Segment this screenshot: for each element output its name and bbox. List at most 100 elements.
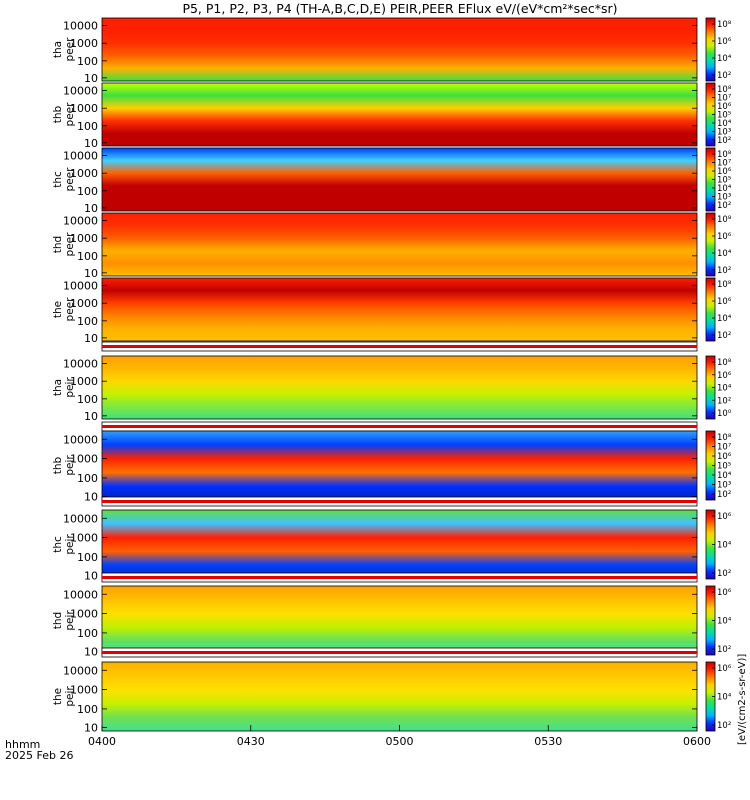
x-axis-label-date: 2025 Feb 26 bbox=[5, 749, 73, 762]
flag-bar-stripe bbox=[102, 500, 697, 503]
colorbar-tick-label: 10⁷ bbox=[717, 443, 732, 453]
figure-title: P5, P1, P2, P3, P4 (TH-A,B,C,D,E) PEIR,P… bbox=[182, 1, 617, 16]
spectrogram-image bbox=[102, 356, 697, 419]
colorbar-tick-label: 10⁴ bbox=[717, 384, 732, 394]
y-tick-label: 100 bbox=[77, 393, 98, 406]
panel-quantity-label: peir bbox=[64, 377, 76, 398]
y-tick-label: 10 bbox=[84, 267, 98, 280]
y-tick-label: 1000 bbox=[70, 375, 98, 388]
flag-bar-stripe bbox=[102, 345, 697, 348]
colorbar-tick-label: 10⁵ bbox=[717, 176, 731, 186]
panel-quantity-label: peir bbox=[64, 534, 76, 555]
spectrogram-image bbox=[102, 148, 697, 211]
x-tick-label: 0530 bbox=[534, 735, 562, 748]
x-tick-label: 0600 bbox=[683, 735, 711, 748]
flag-bar-stripe bbox=[102, 425, 697, 428]
y-tick-label: 1000 bbox=[70, 167, 98, 180]
colorbar-tick-label: 10³ bbox=[717, 128, 731, 138]
colorbar-tick-label: 10⁸ bbox=[717, 85, 732, 95]
panel-probe-label: tha bbox=[52, 379, 64, 396]
y-tick-label: 10000 bbox=[63, 85, 98, 98]
y-tick-label: 100 bbox=[77, 55, 98, 68]
y-tick-label: 100 bbox=[77, 703, 98, 716]
y-tick-label: 10000 bbox=[63, 215, 98, 228]
colorbar-tick-label: 10⁴ bbox=[717, 249, 732, 259]
y-tick-label: 100 bbox=[77, 250, 98, 263]
panel-frame bbox=[101, 17, 698, 82]
colorbar-tick-label: 10⁶ bbox=[717, 588, 732, 598]
spectrogram-panel: 10000 1000 100 10 thd peer 10⁸ 10⁶ 10⁴ 10² bbox=[52, 212, 732, 280]
y-tick-label: 100 bbox=[77, 315, 98, 328]
colorbar-tick-label: 10⁵ bbox=[717, 462, 731, 472]
spectrogram-panel: 10000 1000 100 10 thc peir 10⁶ 10⁴ 10² bbox=[52, 496, 732, 583]
colorbar-tick-label: 10⁸ bbox=[717, 20, 732, 30]
spectrogram-panel: 10000 1000 100 10 thb peer 10⁸10⁷10⁶10⁵10⁴10³1… bbox=[52, 82, 732, 150]
y-tick-label: 10 bbox=[84, 570, 98, 583]
colorbar-tick-label: 10⁶ bbox=[717, 664, 732, 674]
colorbar-tick-label: 10⁴ bbox=[717, 471, 732, 481]
colorbar-tick-label: 10² bbox=[717, 396, 731, 406]
panel-probe-label: the bbox=[52, 688, 64, 705]
panel-quantity-label: peer bbox=[64, 232, 76, 257]
colorbar-tick-label: 10⁸ bbox=[717, 280, 732, 290]
spectrogram-image bbox=[102, 18, 697, 81]
y-tick-label: 1000 bbox=[70, 684, 98, 697]
y-tick-label: 1000 bbox=[70, 297, 98, 310]
y-tick-label: 10 bbox=[84, 202, 98, 215]
panel-probe-label: thc bbox=[52, 536, 64, 553]
x-tick-label: 0430 bbox=[237, 735, 265, 748]
colorbar-tick-label: 10⁴ bbox=[717, 617, 732, 627]
colorbar-tick-label: 10⁵ bbox=[717, 111, 731, 121]
time-axis: 0400 0430 0500 0530 0600 bbox=[88, 725, 711, 748]
spectrogram-panel: 10000 1000 100 10 tha peer 10⁸ 10⁶ 10⁴ 10² bbox=[52, 17, 732, 85]
y-tick-label: 1000 bbox=[70, 102, 98, 115]
y-tick-label: 1000 bbox=[70, 232, 98, 245]
panel-quantity-label: peir bbox=[64, 455, 76, 476]
colorbar-tick-label: 10⁸ bbox=[717, 358, 732, 368]
spectrogram-panel: 10000 1000 100 10 thd peir 10⁶ 10⁴ 10² bbox=[52, 572, 732, 659]
colorbar-tick-label: 10⁶ bbox=[717, 167, 732, 177]
colorbar-tick-label: 10⁶ bbox=[717, 452, 732, 462]
spectrogram-image bbox=[102, 431, 697, 500]
y-tick-label: 1000 bbox=[70, 37, 98, 50]
spectrogram-panel: 10000 1000 100 10 thb peir 10⁸10⁷10⁶10⁵10⁴10³1… bbox=[52, 421, 732, 504]
y-tick-label: 100 bbox=[77, 627, 98, 640]
y-tick-label: 100 bbox=[77, 472, 98, 485]
colorbar-tick-label: 10⁴ bbox=[717, 119, 732, 129]
colorbar-tick-label: 10² bbox=[717, 201, 731, 211]
spectrogram-panel: 10000 1000 100 10 the peer 10⁸ 10⁶ 10⁴ 10² bbox=[52, 277, 732, 345]
y-tick-label: 10 bbox=[84, 410, 98, 423]
colorbar-tick-label: 10² bbox=[717, 490, 731, 500]
y-tick-label: 100 bbox=[77, 120, 98, 133]
spectrogram-panel: 10000 1000 100 10 the peir 10⁶ 10⁴ 10² bbox=[52, 647, 732, 735]
y-tick-label: 10000 bbox=[63, 20, 98, 33]
panel-probe-label: thb bbox=[52, 105, 64, 123]
colorbar-tick-label: 10⁶ bbox=[717, 232, 732, 242]
colorbar-tick-label: 10⁶ bbox=[717, 297, 732, 307]
panel-frame bbox=[101, 277, 698, 342]
x-axis-label-hhmm: hhmm bbox=[5, 738, 40, 751]
panel-quantity-label: peer bbox=[64, 37, 76, 62]
y-tick-label: 10 bbox=[84, 491, 98, 504]
y-tick-label: 10000 bbox=[63, 358, 98, 371]
flag-bar-stripe bbox=[102, 576, 697, 579]
x-tick-label: 0400 bbox=[88, 735, 116, 748]
colorbar-tick-label: 10⁴ bbox=[717, 314, 732, 324]
spectrogram-image bbox=[102, 213, 697, 276]
colorbar-tick-label: 10² bbox=[717, 331, 731, 341]
panel-probe-label: thb bbox=[52, 456, 64, 474]
panel-probe-label: tha bbox=[52, 41, 64, 58]
panel-probe-label: the bbox=[52, 301, 64, 318]
spectrogram-image bbox=[102, 510, 697, 579]
y-tick-label: 10 bbox=[84, 332, 98, 345]
colorbar-tick-label: 10⁴ bbox=[717, 184, 732, 194]
colorbar-tick-label: 10⁶ bbox=[717, 102, 732, 112]
panel-probe-label: thd bbox=[52, 236, 64, 253]
colorbar-tick-label: 10⁰ bbox=[717, 409, 732, 419]
y-tick-label: 10000 bbox=[63, 433, 98, 446]
panel-quantity-label: peir bbox=[64, 686, 76, 707]
panel-quantity-label: peir bbox=[64, 610, 76, 631]
colorbar-tick-label: 10⁴ bbox=[717, 54, 732, 64]
